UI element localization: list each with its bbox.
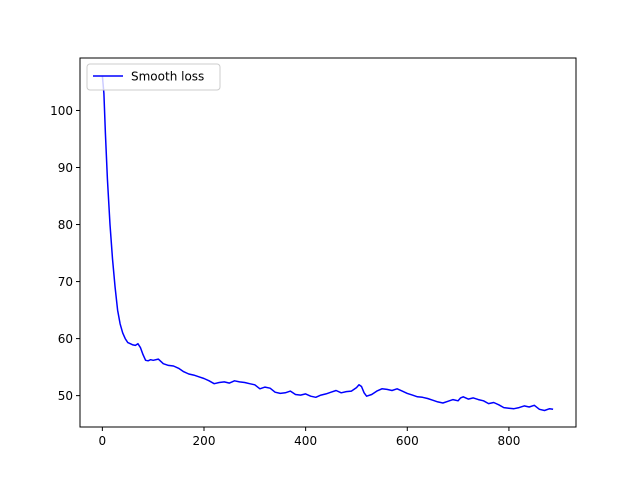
plot-frame [79,57,577,428]
x-tick-label: 800 [497,434,520,448]
y-tick-label: 60 [58,332,73,346]
axis-ticks: 0 200 400 600 800 50 60 70 80 90 100 [50,104,520,448]
legend: Smooth loss [86,63,221,91]
x-tick-label: 200 [193,434,216,448]
series-line-smooth-loss [101,76,554,412]
y-tick-label: 50 [58,389,73,403]
y-tick-label: 90 [58,161,73,175]
legend-box [86,63,221,91]
y-tick-label: 80 [58,218,73,232]
legend-label: Smooth loss [131,70,204,84]
x-tick-label: 400 [294,434,317,448]
series-lines [101,76,554,412]
y-tick-label: 100 [50,104,73,118]
y-tick-label: 70 [58,275,73,289]
x-tick-label: 600 [396,434,419,448]
x-tick-label: 0 [99,434,107,448]
